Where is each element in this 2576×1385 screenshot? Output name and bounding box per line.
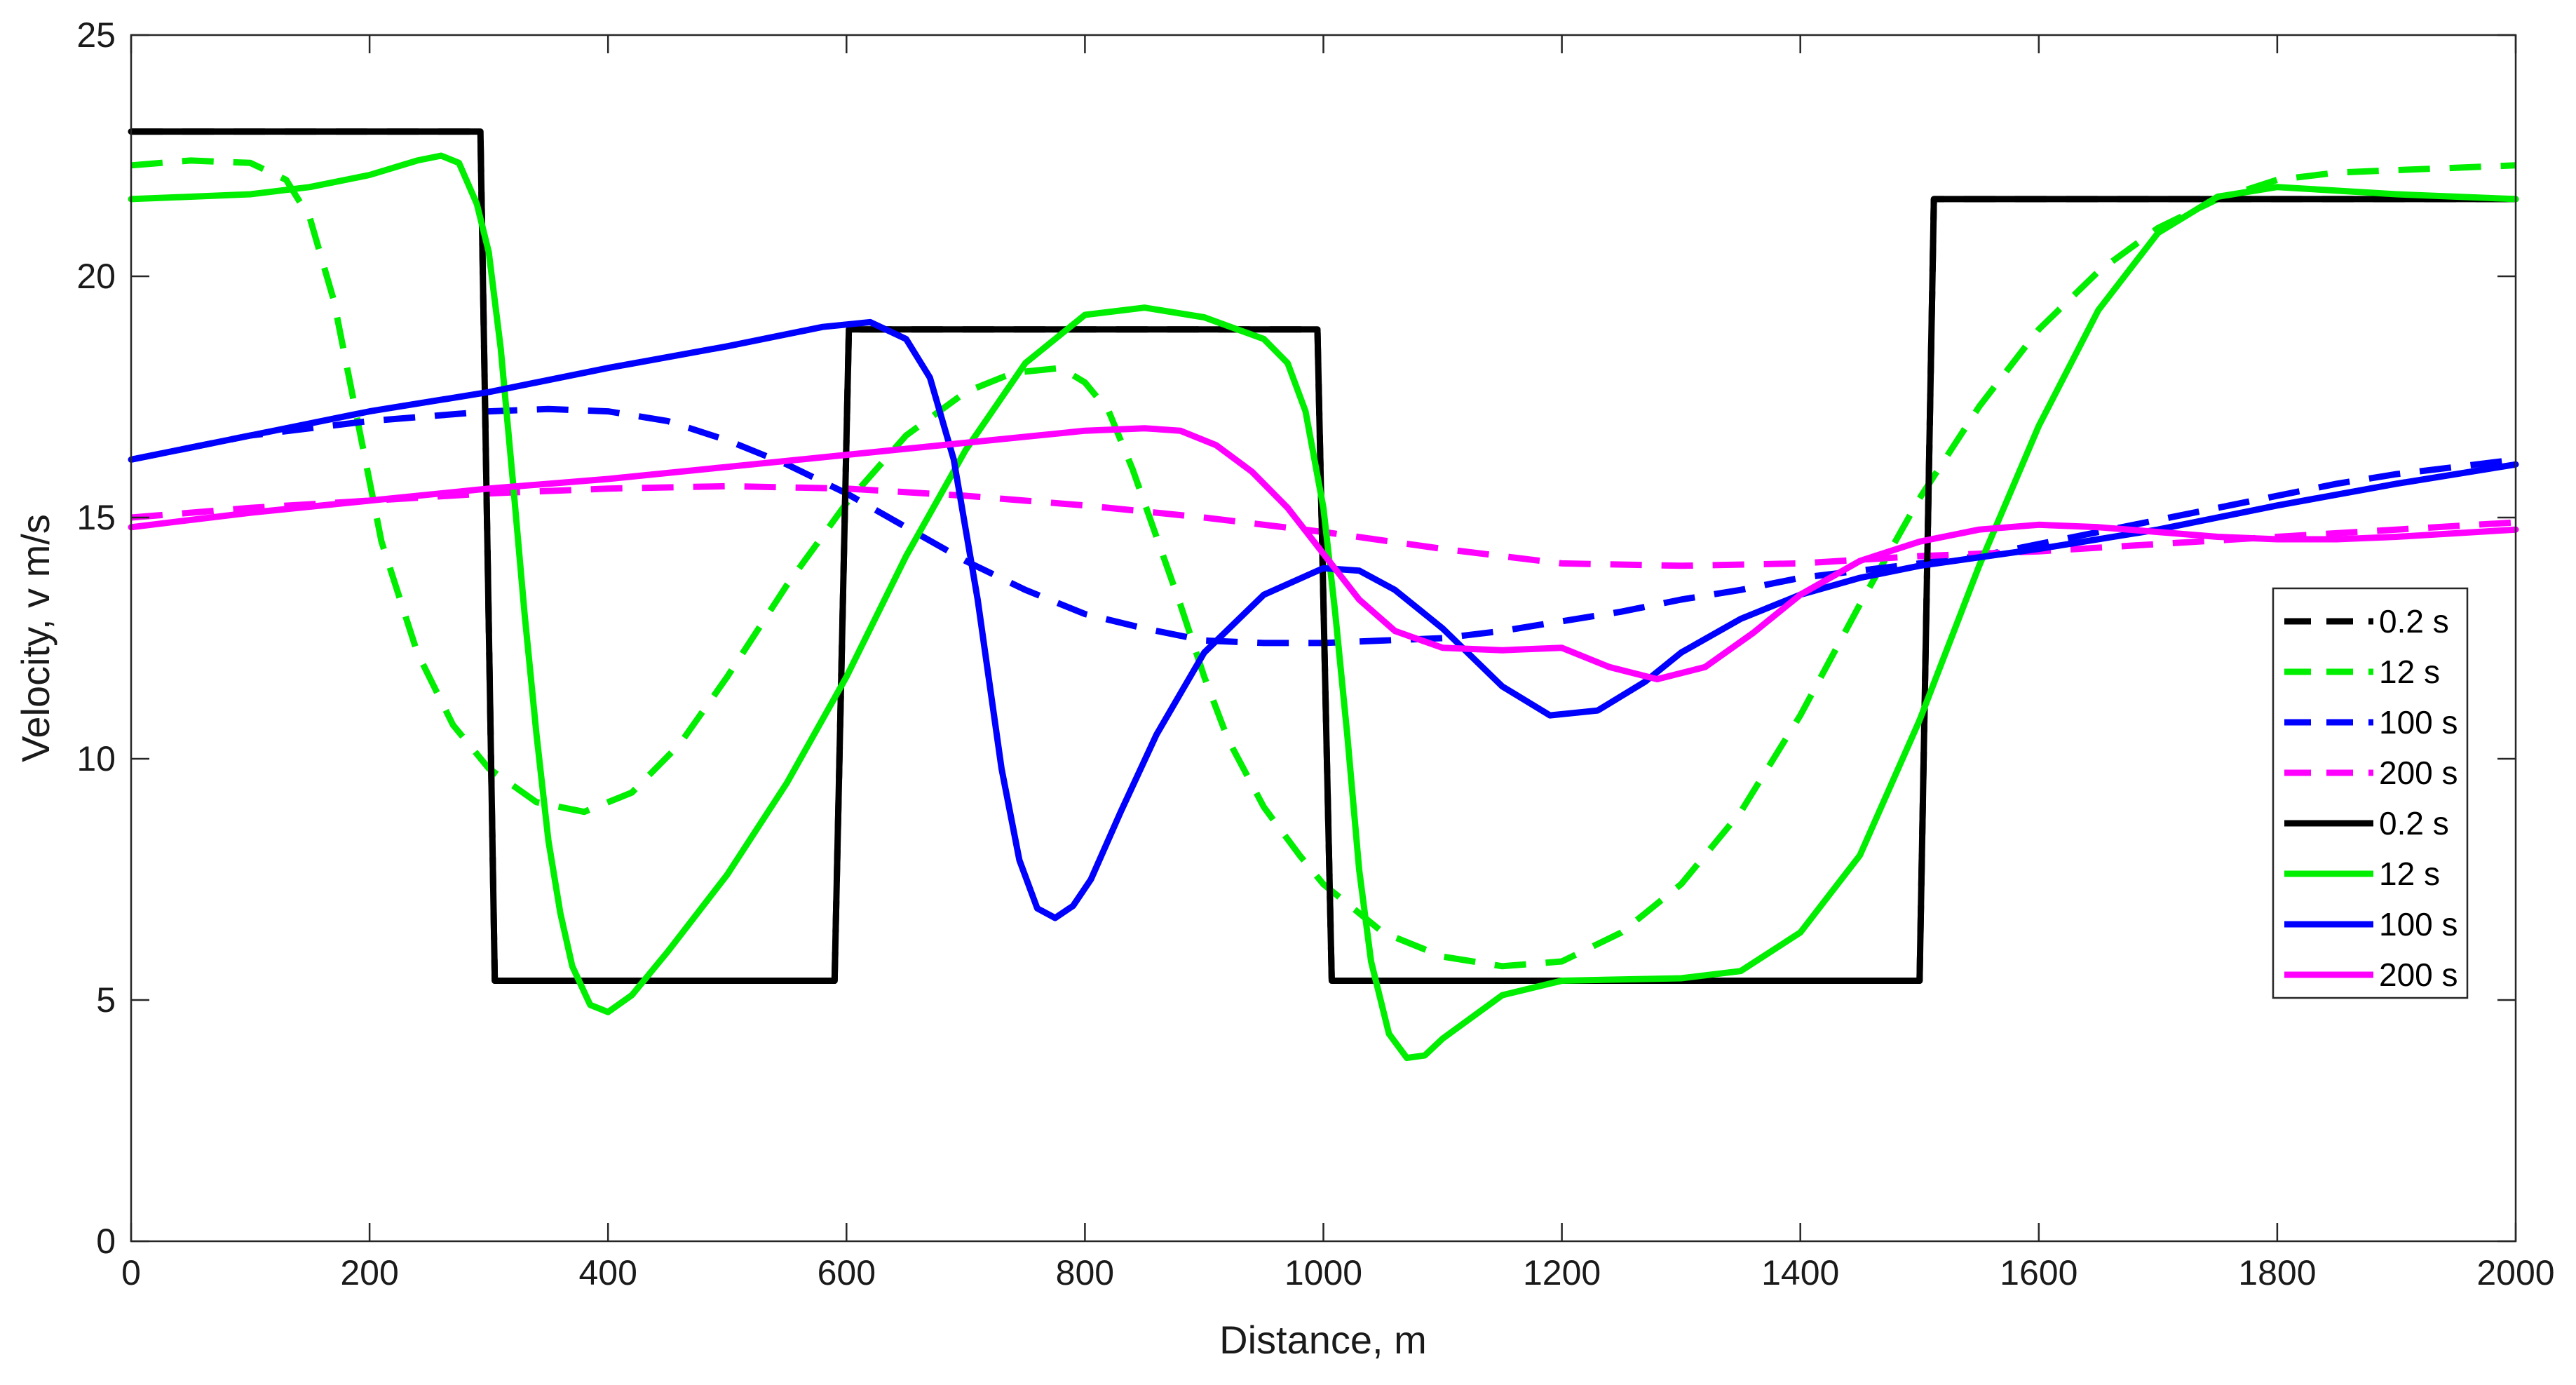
legend-label-0: 0.2 s bbox=[2379, 603, 2449, 640]
y-axis-label: Velocity, v m/s bbox=[13, 514, 57, 762]
legend-label-7: 200 s bbox=[2379, 957, 2458, 993]
x-tick-label: 1800 bbox=[2238, 1253, 2316, 1292]
series-line-7-solid bbox=[128, 425, 2519, 682]
y-tick-label: 0 bbox=[96, 1222, 116, 1261]
y-tick-label: 25 bbox=[76, 15, 116, 55]
y-tick-label: 10 bbox=[76, 739, 116, 778]
x-tick-label: 200 bbox=[340, 1253, 398, 1292]
legend-entries: 0.2 s 12 s 100 s 200 s 0.2 s 12 s 100 s 200 s bbox=[2284, 603, 2458, 993]
x-tick-label: 1600 bbox=[2000, 1253, 2077, 1292]
series-line-1-dashed bbox=[130, 157, 2516, 970]
series-line-4-solid bbox=[128, 128, 2519, 984]
legend-label-5: 12 s bbox=[2379, 856, 2440, 892]
x-tick-label: 0 bbox=[121, 1253, 141, 1292]
series-line-5-solid bbox=[128, 152, 2519, 1062]
y-tick-label: 5 bbox=[96, 980, 116, 1020]
y-tick-label: 20 bbox=[76, 257, 116, 296]
legend: 0.2 s 12 s 100 s 200 s 0.2 s 12 s 100 s 200 s bbox=[2272, 587, 2469, 999]
tick-layer: 0 200 400 600 800 1000 1200 1400 1600 1800 2000 0 5 1… bbox=[76, 15, 2554, 1292]
x-axis-label: Distance, m bbox=[1219, 1318, 1427, 1362]
x-tick-label: 1000 bbox=[1284, 1253, 1362, 1292]
x-tick-label: 2000 bbox=[2476, 1253, 2554, 1292]
x-tick-label: 400 bbox=[578, 1253, 637, 1292]
legend-label-3: 200 s bbox=[2379, 755, 2458, 791]
legend-box bbox=[2272, 587, 2469, 999]
x-tick-label: 1200 bbox=[1523, 1253, 1601, 1292]
x-tick-label: 800 bbox=[1056, 1253, 1114, 1292]
series-line-6-solid bbox=[128, 318, 2519, 921]
legend-label-1: 12 s bbox=[2379, 654, 2440, 690]
x-tick-label: 1400 bbox=[1761, 1253, 1839, 1292]
legend-label-6: 100 s bbox=[2379, 906, 2458, 943]
series-layer bbox=[128, 128, 2519, 1062]
y-tick-label: 15 bbox=[76, 498, 116, 537]
legend-label-2: 100 s bbox=[2379, 704, 2458, 741]
x-tick-label: 600 bbox=[818, 1253, 876, 1292]
legend-label-4: 0.2 s bbox=[2379, 805, 2449, 842]
